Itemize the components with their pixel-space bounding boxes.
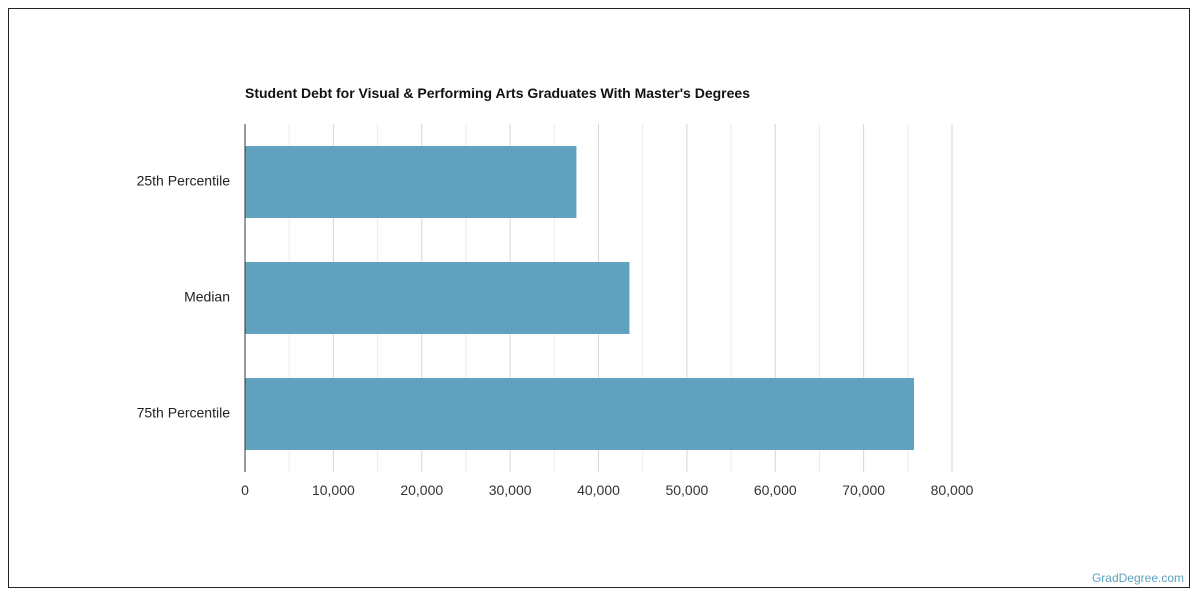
x-tick-label: 50,000 [665,482,708,498]
category-label: 25th Percentile [137,173,231,189]
x-tick-label: 10,000 [312,482,355,498]
x-tick-label: 40,000 [577,482,620,498]
category-label: 75th Percentile [137,405,231,421]
category-labels: 25th Percentile Median 75th Percentile [137,173,231,421]
bars [245,146,914,450]
x-axis-ticks: 0 10,000 20,000 30,000 40,000 50,000 60,000 70,… [241,482,974,498]
category-label: Median [184,289,230,305]
x-tick-label: 60,000 [754,482,797,498]
x-tick-label: 70,000 [842,482,885,498]
x-tick-label: 30,000 [489,482,532,498]
chart-title: Student Debt for Visual & Performing Art… [245,85,750,101]
x-tick-label: 20,000 [400,482,443,498]
x-tick-label: 80,000 [931,482,974,498]
source-credit: GradDegree.com [1091,571,1184,585]
bar-median [245,262,630,334]
bar-25th-percentile [245,146,577,218]
bar-75th-percentile [245,378,914,450]
x-tick-label: 0 [241,482,249,498]
